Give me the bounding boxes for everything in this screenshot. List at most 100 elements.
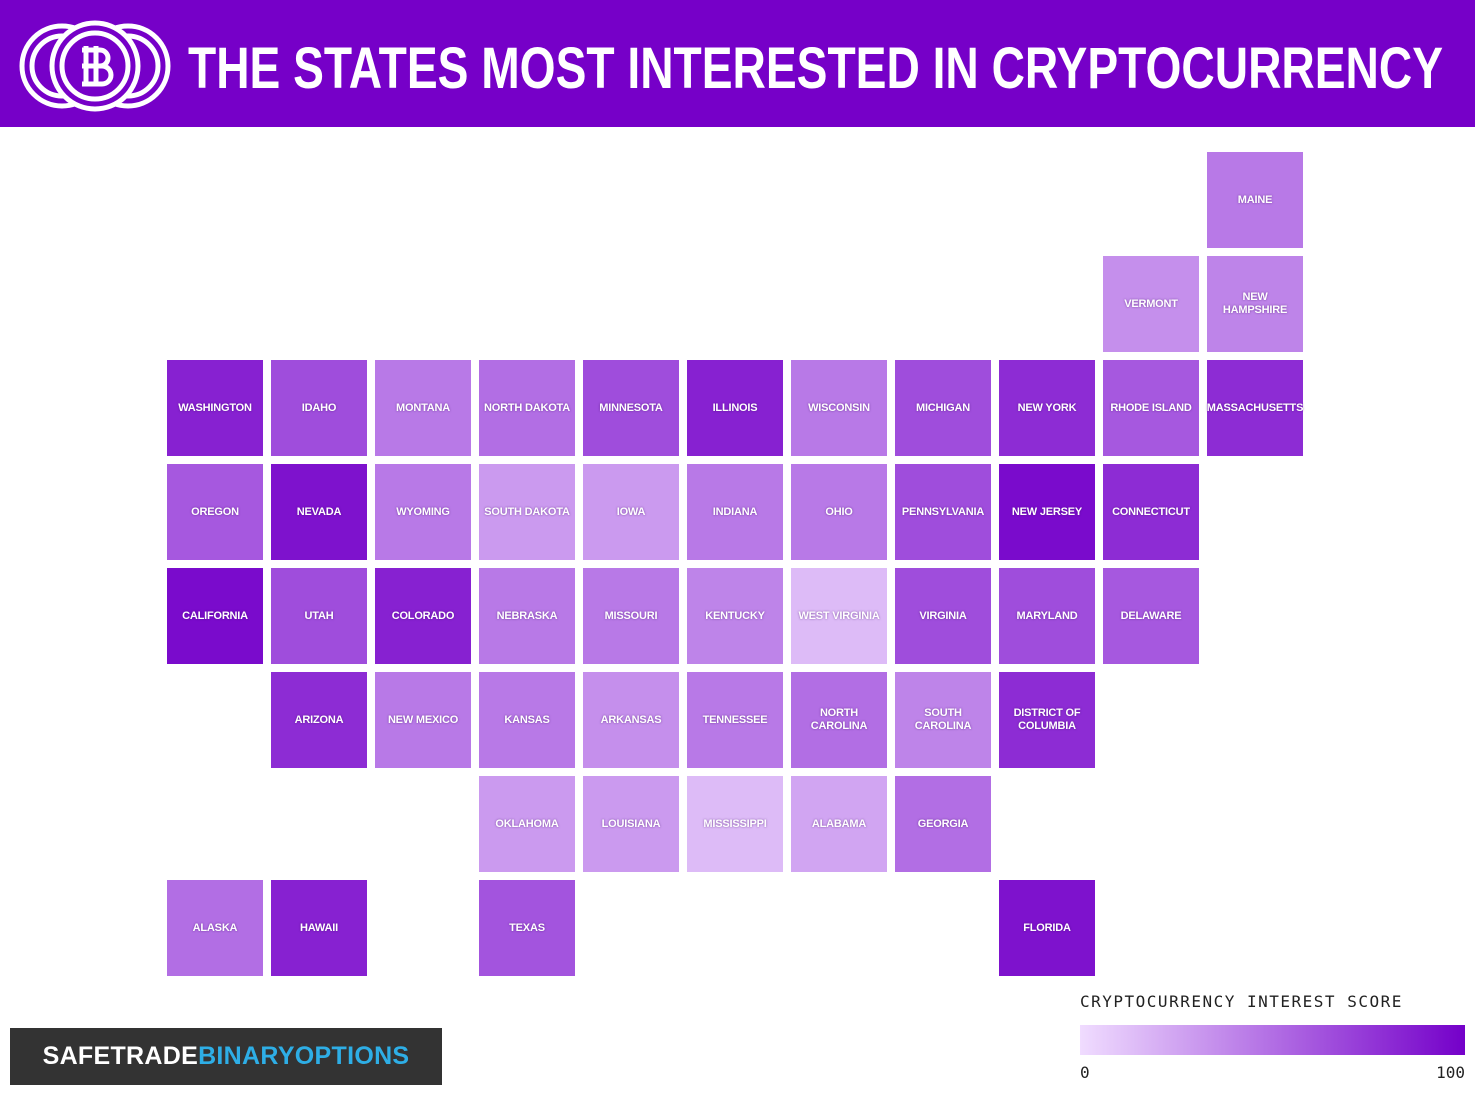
state-label: WISCONSIN [808, 401, 870, 414]
state: NEW YORK [997, 358, 1097, 458]
state: NEW JERSEY [997, 462, 1097, 562]
state: MICHIGAN [893, 358, 993, 458]
state: IDAHO [269, 358, 369, 458]
state: COLORADO [373, 566, 473, 666]
state-label: IOWA [616, 505, 646, 518]
state: OREGON [165, 462, 265, 562]
state-label: LOUISIANA [601, 817, 661, 830]
state-label: FLORIDA [1023, 921, 1071, 934]
state: TEXAS [477, 878, 577, 978]
state-label: PENNSYLVANIA [901, 505, 985, 518]
state: MISSISSIPPI [685, 774, 785, 874]
title: THE STATES MOST INTERESTED IN CRYPTOCURR… [188, 36, 1443, 101]
state-label: DISTRICT OF COLUMBIA [1013, 707, 1081, 732]
state-label: NEW HAMPSHIRE [1222, 291, 1288, 316]
state-label: RHODE ISLAND [1110, 401, 1192, 414]
state-label: HAWAII [300, 921, 338, 934]
state: KENTUCKY [685, 566, 785, 666]
state: DELAWARE [1101, 566, 1201, 666]
coin-icon [19, 20, 171, 112]
state-label: NEBRASKA [496, 609, 558, 622]
state: ARIZONA [269, 670, 369, 770]
state: SOUTH DAKOTA [477, 462, 577, 562]
state: NEW HAMPSHIRE [1205, 254, 1305, 354]
state: ALABAMA [789, 774, 889, 874]
state-label: WASHINGTON [178, 401, 252, 414]
state-label: TENNESSEE [702, 713, 768, 726]
state-label: MAINE [1237, 193, 1273, 206]
state-label: CONNECTICUT [1112, 505, 1190, 518]
state: DISTRICT OF COLUMBIA [997, 670, 1097, 770]
state: MASSACHUSETTS [1205, 358, 1305, 458]
state-label: NEW MEXICO [387, 713, 459, 726]
state-label: VERMONT [1124, 297, 1178, 310]
state: WEST VIRGINIA [789, 566, 889, 666]
state: MISSOURI [581, 566, 681, 666]
legend-tick-label: 100 [1436, 1063, 1465, 1082]
state-label: WEST VIRGINIA [798, 609, 880, 622]
state: MONTANA [373, 358, 473, 458]
state: NORTH DAKOTA [477, 358, 577, 458]
brand-text: BINARYOPTIONS [198, 1042, 410, 1070]
state-label: OREGON [191, 505, 239, 518]
state: KANSAS [477, 670, 577, 770]
state: FLORIDA [997, 878, 1097, 978]
state: CONNECTICUT [1101, 462, 1201, 562]
state-label: DELAWARE [1120, 609, 1182, 622]
state: VIRGINIA [893, 566, 993, 666]
state: ALASKA [165, 878, 265, 978]
state-label: SOUTH DAKOTA [484, 505, 570, 518]
state: MARYLAND [997, 566, 1097, 666]
state-label: ALABAMA [811, 817, 867, 830]
state: ARKANSAS [581, 670, 681, 770]
state-label: NEVADA [296, 505, 342, 518]
state-label: CALIFORNIA [182, 609, 248, 622]
state: OHIO [789, 462, 889, 562]
state: ILLINOIS [685, 358, 785, 458]
state-label: MISSOURI [604, 609, 658, 622]
state: LOUISIANA [581, 774, 681, 874]
state-label: VIRGINIA [919, 609, 967, 622]
state: MAINE [1205, 150, 1305, 250]
state-label: COLORADO [391, 609, 455, 622]
state-label: WYOMING [396, 505, 450, 518]
legend-gradient [1080, 1025, 1465, 1055]
state-label: SOUTH CAROLINA [914, 707, 972, 732]
state-label: NORTH CAROLINA [810, 707, 868, 732]
state-label: OHIO [825, 505, 853, 518]
state-label: MASSACHUSETTS [1206, 401, 1304, 414]
state-label: KENTUCKY [705, 609, 765, 622]
header: THE STATES MOST INTERESTED IN CRYPTOCURR… [0, 0, 1475, 127]
legend-title: CRYPTOCURRENCY INTEREST SCORE [1080, 992, 1403, 1011]
state-label: IDAHO [301, 401, 337, 414]
state-label: MINNESOTA [599, 401, 663, 414]
state: PENNSYLVANIA [893, 462, 993, 562]
state: NEVADA [269, 462, 369, 562]
state: IOWA [581, 462, 681, 562]
state: UTAH [269, 566, 369, 666]
state-label: MICHIGAN [915, 401, 970, 414]
state: MINNESOTA [581, 358, 681, 458]
state-label: ILLINOIS [712, 401, 758, 414]
state: WYOMING [373, 462, 473, 562]
state: SOUTH CAROLINA [893, 670, 993, 770]
state-label: KANSAS [504, 713, 550, 726]
state: CALIFORNIA [165, 566, 265, 666]
state: NEW MEXICO [373, 670, 473, 770]
state: TENNESSEE [685, 670, 785, 770]
brand-logo: SAFETRADE BINARYOPTIONS [10, 1028, 442, 1085]
state-label: MONTANA [396, 401, 450, 414]
state-label: UTAH [304, 609, 334, 622]
state-label: NEW JERSEY [1011, 505, 1083, 518]
state-label: ARIZONA [294, 713, 344, 726]
state: NEBRASKA [477, 566, 577, 666]
state-label: INDIANA [712, 505, 758, 518]
state: WISCONSIN [789, 358, 889, 458]
state-label: MISSISSIPPI [703, 817, 767, 830]
state-label: OKLAHOMA [495, 817, 559, 830]
state-label: TEXAS [509, 921, 545, 934]
state: OKLAHOMA [477, 774, 577, 874]
state-label: ARKANSAS [600, 713, 662, 726]
